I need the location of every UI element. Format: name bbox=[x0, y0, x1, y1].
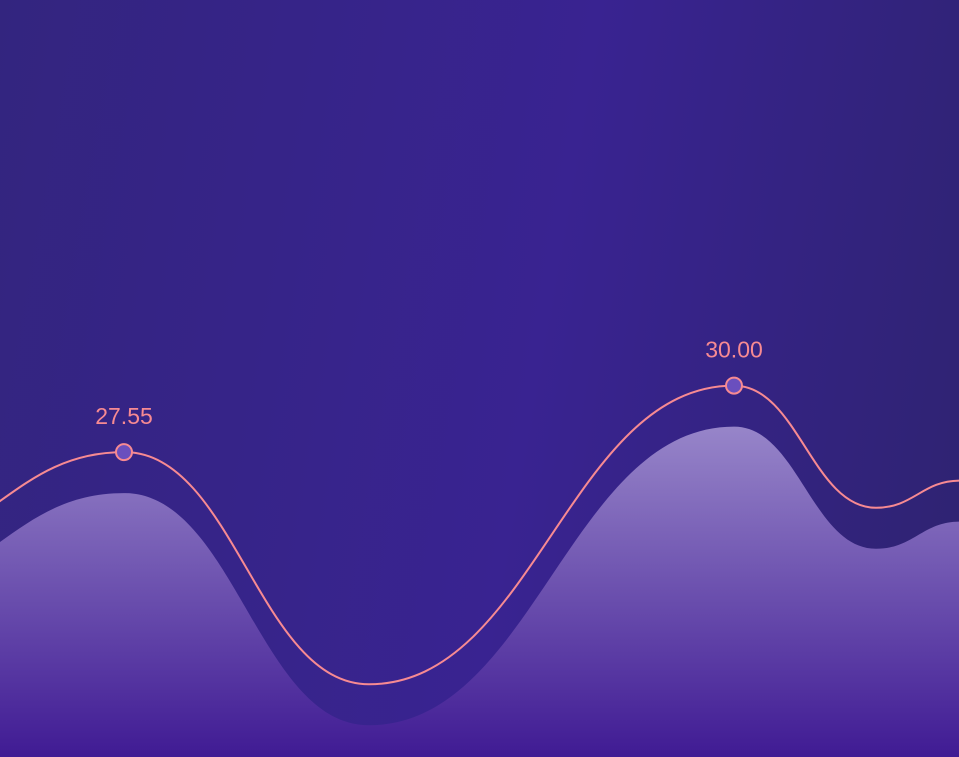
data-point-marker bbox=[115, 443, 133, 462]
data-point-label: 27.55 bbox=[95, 403, 153, 429]
marker-group: 27.55 30.00 bbox=[95, 337, 763, 462]
data-point-marker bbox=[725, 376, 743, 395]
data-point-label: 30.00 bbox=[705, 337, 763, 363]
series-line bbox=[0, 384, 959, 686]
area-fill bbox=[0, 426, 959, 757]
